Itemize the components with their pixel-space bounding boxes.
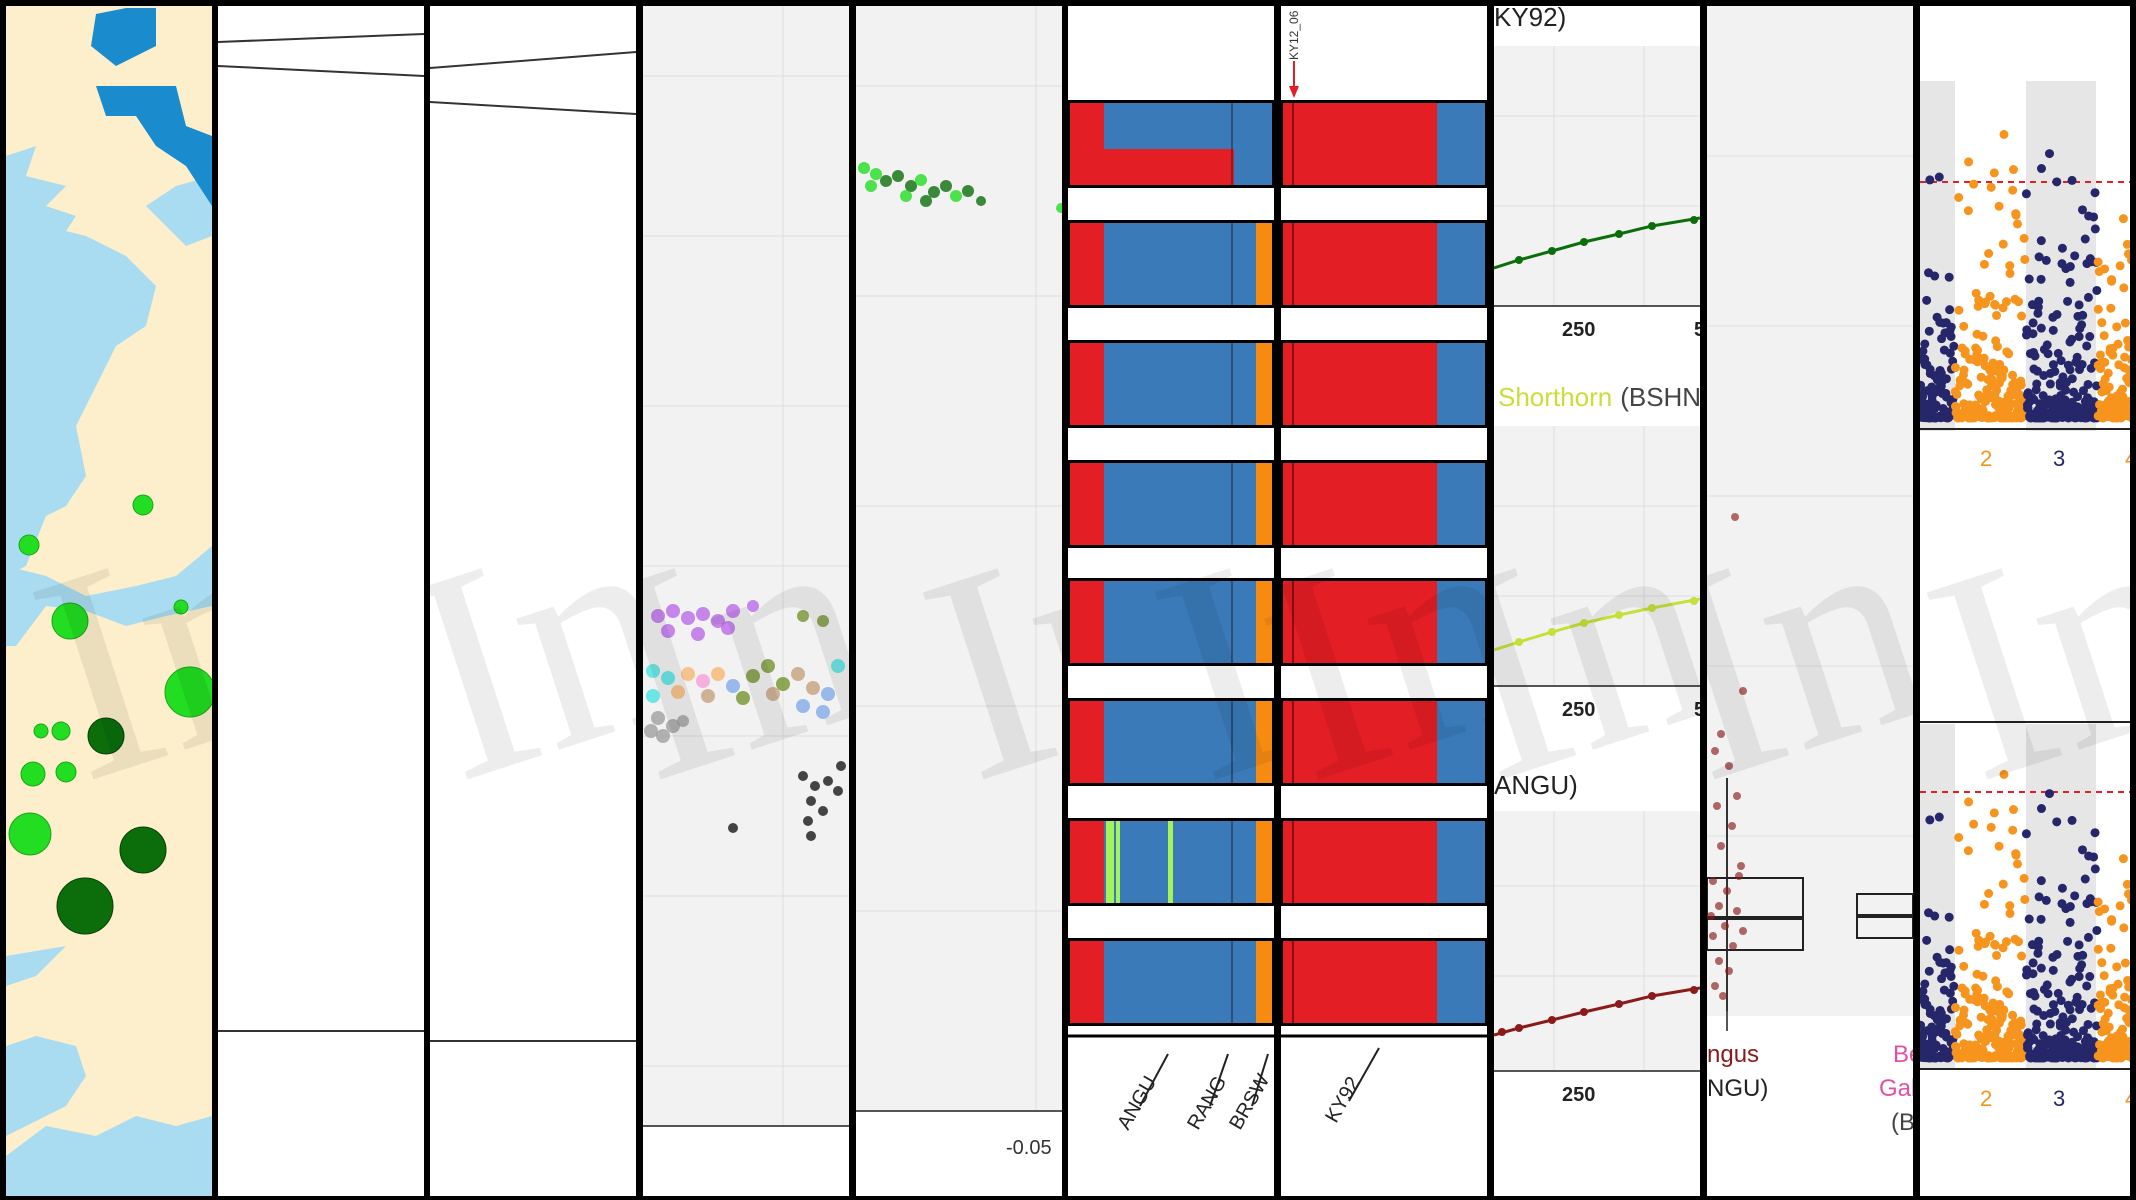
tick-cut-top: 5 xyxy=(1694,319,1700,341)
pca-x-tick: -0.05 xyxy=(1006,1137,1052,1159)
tick-250-top: 250 xyxy=(1562,319,1595,341)
group-label-line2: NGU) xyxy=(1707,1075,1768,1102)
top-sample-label: KY12_06 xyxy=(1287,10,1301,60)
tick-2-bottom: 2 xyxy=(1980,1086,1992,1111)
chart-title-top: KY92) xyxy=(1494,6,1566,32)
group2-label-line1: Be xyxy=(1893,1041,1913,1068)
group2-label-line3: (B xyxy=(1891,1109,1913,1136)
manhattan-points-top xyxy=(1920,129,2130,423)
boxplot-panel: ngus NGU) Be Gal (B In xyxy=(1707,6,1913,1196)
tick-250-bottom: 250 xyxy=(1562,1084,1595,1106)
tree-panel-2: In xyxy=(430,6,636,1196)
tick-3-top: 3 xyxy=(2053,446,2065,471)
tree-panel-1 xyxy=(218,6,424,1196)
pca-scatter-2: -0.05 In xyxy=(856,6,1062,1196)
pca-points xyxy=(644,600,846,841)
boxplot-points xyxy=(1707,513,1747,1000)
structure-plot-right: KY12_06 KY92 In xyxy=(1281,6,1487,1196)
pca-scatter-1: In xyxy=(643,6,849,1196)
pca-points xyxy=(858,162,1062,213)
manhattan-points-bottom xyxy=(1920,769,2130,1063)
structure-bars xyxy=(1068,100,1274,1026)
tick-3-bottom: 3 xyxy=(2053,1086,2065,1111)
structure-bars xyxy=(1281,100,1487,1026)
tick-4-bottom: 4 xyxy=(2125,1086,2130,1111)
site-circles xyxy=(8,494,212,935)
chart-title-bottom: ANGU) xyxy=(1494,770,1578,800)
tick-2-top: 2 xyxy=(1980,446,1992,471)
tick-4-top: 4 xyxy=(2125,446,2130,471)
line-charts-panel: KY92) 250 5 Shorthorn (BSHN 250 5 ANGU) 2… xyxy=(1494,6,1700,1196)
structure-plot-left: ANGU RANG BRSW In xyxy=(1068,6,1274,1196)
manhattan-panel: 2 3 4 2 3 4 In xyxy=(1920,6,2130,1196)
tick-cut-middle: 5 xyxy=(1694,699,1700,721)
group2-label-line2: Gal xyxy=(1879,1075,1913,1102)
tick-250-middle: 250 xyxy=(1562,699,1595,721)
chart-title-middle: Shorthorn (BSHN xyxy=(1498,382,1700,412)
group-label-line1: ngus xyxy=(1707,1041,1759,1068)
map-panel: In xyxy=(6,6,212,1196)
